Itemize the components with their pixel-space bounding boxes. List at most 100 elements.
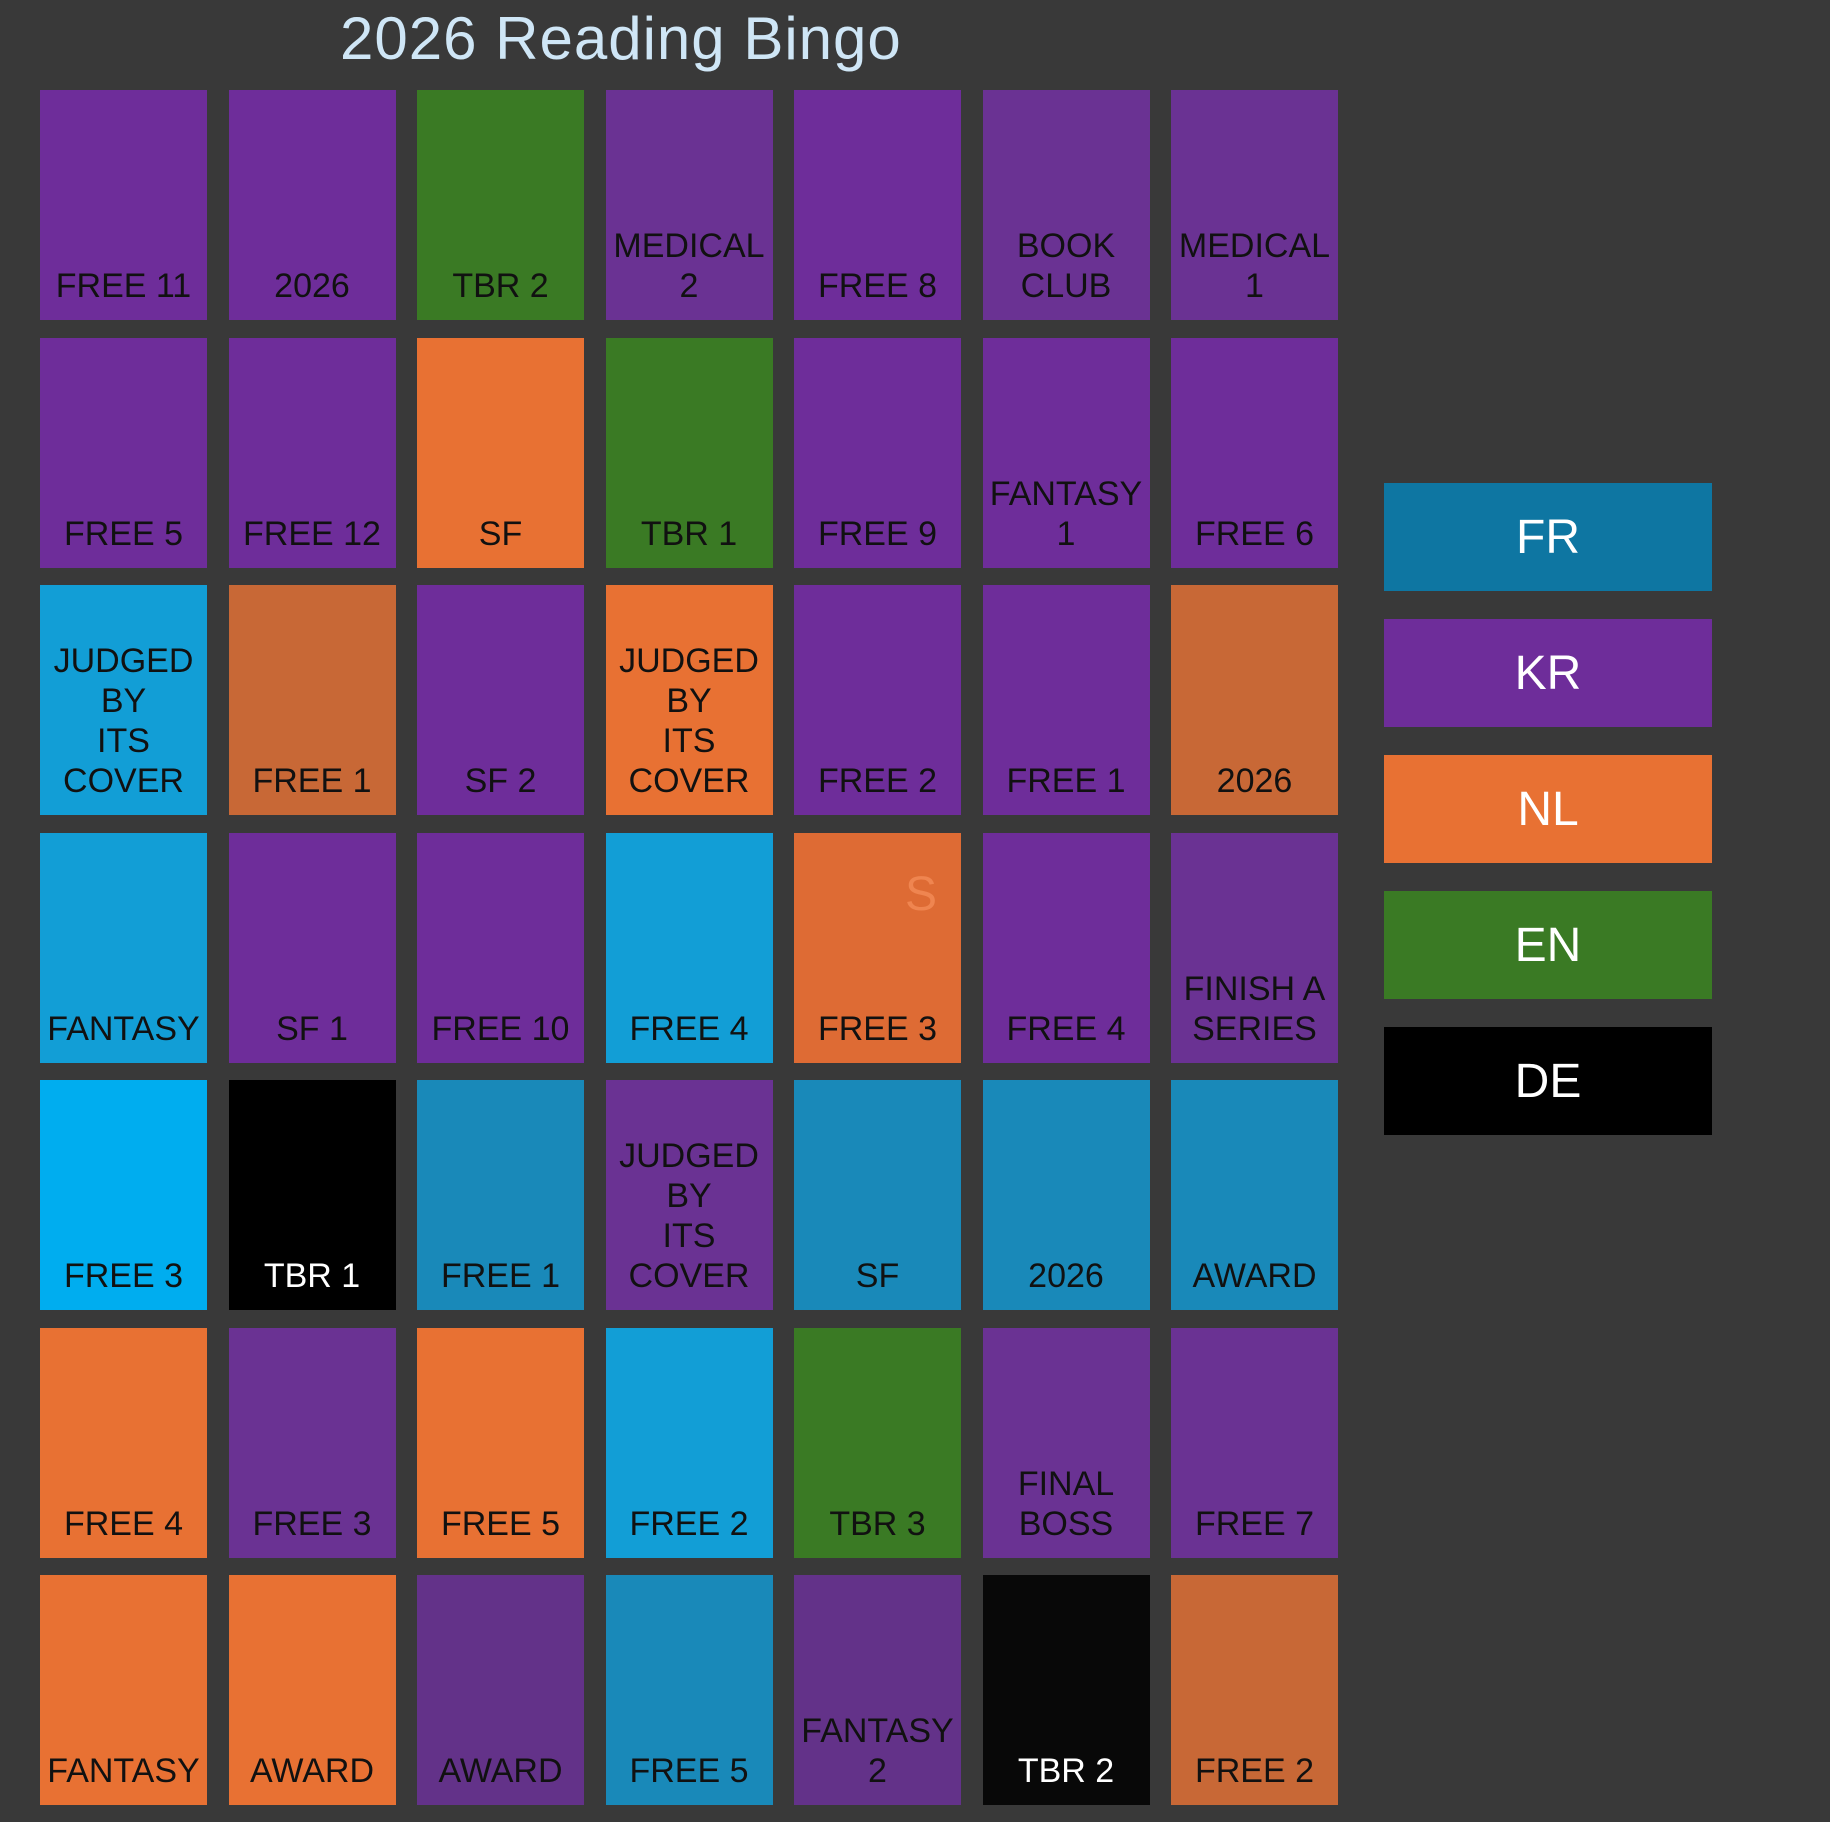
bingo-cell-label: Free 5 [63, 514, 184, 553]
bingo-cell[interactable]: Free 2 [794, 585, 961, 815]
bingo-cell-label: Free 4 [1006, 1009, 1126, 1048]
bingo-cell[interactable]: Free 5 [417, 1327, 584, 1558]
bingo-cell-label: Free 2 [629, 1504, 749, 1543]
bingo-cell[interactable]: 2026 [982, 1080, 1150, 1310]
bingo-cell-label: TBR 2 [452, 267, 549, 305]
bingo-cell[interactable]: Free 9 [794, 337, 961, 568]
bingo-cell-label: Free 6 [1194, 514, 1315, 553]
bingo-cell[interactable]: TBR 2 [982, 1575, 1150, 1805]
bingo-cell[interactable]: Fantasy 2 [794, 1575, 961, 1805]
bingo-cell-label: Fantasy [47, 1009, 200, 1048]
bingo-cell[interactable]: TBR 2 [417, 90, 584, 320]
bingo-cell-label: Free 5 [629, 1752, 749, 1790]
bingo-cell[interactable]: Free 5 [40, 337, 207, 568]
bingo-cell[interactable]: TBR 1 [228, 1080, 396, 1310]
bingo-cell-label: TBR 2 [1017, 1752, 1115, 1790]
bingo-cell[interactable]: Free 2 [1171, 1575, 1338, 1805]
bingo-cell-label: Free 7 [1194, 1504, 1315, 1543]
bingo-cell[interactable]: 2026 [228, 90, 396, 320]
bingo-cell[interactable]: Free 1 [982, 585, 1150, 815]
bingo-cell[interactable]: Free 4 [605, 832, 773, 1063]
bingo-cell-label: Judged by its cover [619, 642, 759, 800]
bingo-cell-label: 2026 [1028, 1257, 1104, 1295]
bingo-cell-label: Finish a series [1183, 969, 1326, 1048]
bingo-cell[interactable]: Fantasy [40, 1575, 207, 1805]
bingo-cell[interactable]: SF 1 [228, 832, 396, 1063]
bingo-cell[interactable]: Free 1 [417, 1080, 584, 1310]
bingo-cell[interactable]: Free 1 [228, 585, 396, 815]
bingo-cell-label: Award [249, 1752, 375, 1790]
bingo-cell-label: 2026 [274, 267, 350, 305]
bingo-cell[interactable]: Free 8 [794, 90, 961, 320]
bingo-cell[interactable]: TBR 3 [794, 1327, 961, 1558]
bingo-cell[interactable]: SF [417, 337, 584, 568]
bingo-cell[interactable]: Award [417, 1575, 584, 1805]
bingo-cell-label: TBR 3 [829, 1504, 926, 1543]
bingo-cell-label: TBR 1 [640, 514, 738, 553]
bingo-cell[interactable]: SF [794, 1080, 961, 1310]
bingo-cell-label: Judged by its cover [619, 1137, 759, 1295]
bingo-cell[interactable]: 2026 [1171, 585, 1338, 815]
bingo-cell-label: SF [478, 514, 523, 553]
bingo-cell-label: Award [438, 1752, 563, 1790]
bingo-cell[interactable]: Judged by its cover [605, 585, 773, 815]
bingo-cell-label: Fantasy 2 [801, 1712, 954, 1790]
bingo-cell[interactable]: Judged by its cover [40, 585, 207, 815]
bingo-cell[interactable]: Free 12 [228, 337, 396, 568]
bingo-cell-label: Free 8 [817, 267, 938, 305]
bingo-cell[interactable]: Free 6 [1171, 337, 1338, 568]
bingo-cell[interactable]: Free 5 [605, 1575, 773, 1805]
bingo-cell[interactable]: Award [1171, 1080, 1338, 1310]
bingo-cell-label: Free 9 [817, 514, 938, 553]
bingo-cell-label: Free 11 [55, 267, 192, 305]
bingo-cell[interactable]: TBR 1 [605, 337, 773, 568]
bingo-cell-label: Free 4 [63, 1504, 184, 1543]
legend-item-de[interactable]: DE [1384, 1027, 1712, 1135]
bingo-cell-label: Free 2 [1194, 1752, 1315, 1790]
bingo-cell-label: SF 2 [464, 762, 537, 800]
bingo-cell-label: Free 12 [243, 514, 381, 553]
bingo-cell[interactable]: Fantasy [40, 832, 207, 1063]
bingo-cell[interactable]: Free 3 [40, 1080, 207, 1310]
bingo-cell[interactable]: Judged by its cover [605, 1080, 773, 1310]
bingo-cell-label: Award [1192, 1257, 1317, 1295]
legend-item-en[interactable]: EN [1384, 891, 1712, 999]
bingo-cell[interactable]: Medical 2 [605, 90, 773, 320]
legend-label: KR [1514, 646, 1582, 700]
bingo-cell-label: Free 1 [252, 762, 372, 800]
bingo-cell[interactable]: Award [228, 1575, 396, 1805]
bingo-cell-label: SF [855, 1257, 900, 1295]
bingo-cell-label: Final Boss [1017, 1464, 1115, 1543]
bingo-cell-label: Free 3 [817, 1009, 938, 1048]
bingo-cell[interactable]: Book club [982, 90, 1150, 320]
legend-item-kr[interactable]: KR [1384, 619, 1712, 727]
bingo-cell-label: Free 3 [63, 1257, 184, 1295]
bingo-cell[interactable]: Free 10 [417, 832, 584, 1063]
bingo-cell[interactable]: Free 7 [1171, 1327, 1338, 1558]
bingo-cell-label: TBR 1 [263, 1257, 361, 1295]
bingo-cell[interactable]: Medical 1 [1171, 90, 1338, 320]
bingo-cell[interactable]: S Free 3 [794, 832, 961, 1063]
bingo-cell-label: Free 4 [629, 1009, 749, 1048]
bingo-cell[interactable]: Fantasy 1 [982, 337, 1150, 568]
bingo-cell-label: Medical 2 [613, 227, 765, 305]
bingo-cell-label: Free 2 [817, 762, 938, 800]
bingo-cell-label: Medical 1 [1178, 227, 1331, 305]
bingo-cell-label: Judged by its cover [53, 642, 194, 800]
bingo-cell[interactable]: Free 4 [982, 832, 1150, 1063]
bingo-cell-label: 2026 [1216, 762, 1293, 800]
bingo-cell[interactable]: SF 2 [417, 585, 584, 815]
bingo-cell[interactable]: Free 2 [605, 1327, 773, 1558]
legend-label: FR [1516, 510, 1580, 564]
bingo-cell[interactable]: Finish a series [1171, 832, 1338, 1063]
bingo-cell[interactable]: Free 11 [40, 90, 207, 320]
bingo-cell-label: Book club [1016, 227, 1116, 305]
page-title: 2026 Reading Bingo [340, 5, 902, 72]
bingo-cell-label: Free 10 [431, 1009, 570, 1048]
bingo-cell[interactable]: Free 3 [228, 1327, 396, 1558]
bingo-cell[interactable]: Final Boss [982, 1327, 1150, 1558]
bingo-cell-label: Free 1 [440, 1257, 561, 1295]
legend-item-nl[interactable]: NL [1384, 755, 1712, 863]
bingo-cell[interactable]: Free 4 [40, 1327, 207, 1558]
legend-item-fr[interactable]: FR [1384, 483, 1712, 591]
